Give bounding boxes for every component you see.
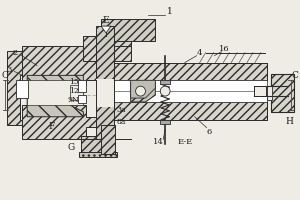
Bar — [271, 74, 294, 112]
Text: 3a: 3a — [116, 106, 126, 114]
Text: H: H — [285, 117, 293, 126]
Circle shape — [136, 86, 146, 96]
Text: 6: 6 — [207, 128, 212, 136]
Text: C: C — [1, 71, 8, 80]
Bar — [114, 80, 267, 102]
Text: 4: 4 — [197, 49, 203, 57]
Bar — [27, 80, 83, 105]
Polygon shape — [27, 75, 83, 117]
Text: 12: 12 — [69, 87, 78, 95]
Bar — [160, 120, 170, 124]
Bar — [70, 85, 83, 100]
Polygon shape — [22, 46, 101, 85]
Polygon shape — [22, 105, 101, 139]
Bar — [78, 95, 86, 103]
Text: 9N: 9N — [68, 96, 79, 104]
Text: E: E — [103, 16, 109, 25]
Bar — [114, 102, 267, 120]
Polygon shape — [131, 80, 155, 98]
Text: 3: 3 — [7, 66, 12, 74]
Text: E-E: E-E — [177, 138, 193, 146]
Polygon shape — [8, 51, 27, 125]
Text: 15: 15 — [69, 78, 78, 86]
Circle shape — [160, 86, 170, 96]
Polygon shape — [101, 26, 111, 33]
Text: 2: 2 — [13, 49, 18, 57]
Bar — [160, 80, 170, 84]
Bar — [101, 125, 115, 154]
Polygon shape — [131, 82, 155, 102]
Bar — [96, 26, 114, 139]
Bar — [267, 86, 272, 100]
Text: F: F — [49, 122, 55, 131]
Text: 14: 14 — [153, 138, 164, 146]
Text: 16: 16 — [219, 45, 230, 53]
Text: G: G — [68, 143, 75, 152]
Bar — [254, 86, 266, 96]
Bar — [96, 79, 114, 107]
Polygon shape — [83, 36, 131, 61]
Bar — [80, 152, 117, 157]
Text: 1: 1 — [167, 7, 173, 16]
Text: C: C — [292, 71, 299, 80]
Bar — [78, 80, 86, 92]
Bar — [101, 19, 155, 41]
Bar — [101, 36, 131, 46]
Bar — [16, 80, 28, 98]
Bar — [81, 136, 101, 154]
Text: 8a: 8a — [116, 118, 125, 126]
Bar — [114, 63, 267, 80]
